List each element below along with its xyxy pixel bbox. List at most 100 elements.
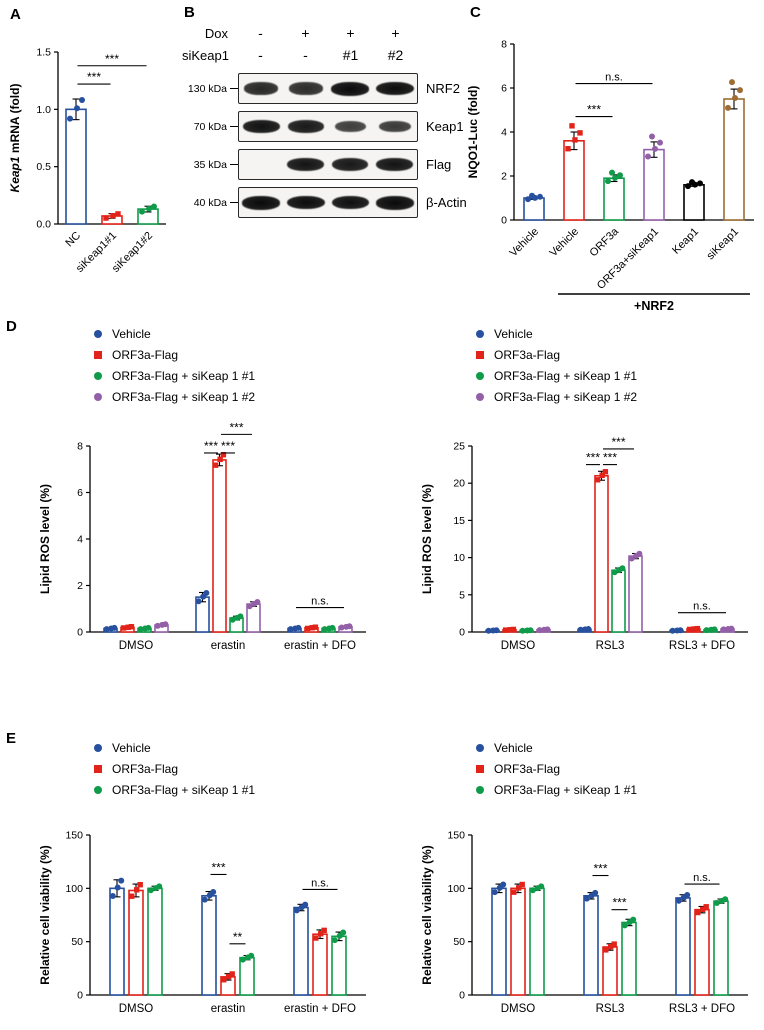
- data-point: [151, 203, 157, 210]
- data-point: [507, 627, 513, 633]
- bar: [713, 900, 729, 996]
- x-category-label: RSL3 + DFO: [669, 1003, 735, 1015]
- bar-group: [563, 123, 585, 221]
- data-point: [229, 971, 235, 977]
- blot-lane-value: -: [258, 25, 263, 41]
- data-point: [139, 208, 145, 215]
- legend-item: ORF3a-Flag: [476, 761, 754, 776]
- bar-group: [621, 916, 637, 996]
- bar: [147, 887, 163, 996]
- data-point: [538, 883, 545, 890]
- data-point: [110, 213, 116, 219]
- data-point: [565, 146, 571, 152]
- data-point: [536, 627, 543, 634]
- data-point: [212, 462, 219, 468]
- data-point: [156, 883, 163, 890]
- blot-condition-label: Dox: [204, 25, 228, 41]
- legend-label: ORF3a-Flag + siKeap 1 #1: [112, 368, 256, 383]
- marker-tick-icon: [230, 87, 238, 90]
- data-point: [229, 616, 236, 623]
- protein-band: [286, 195, 325, 210]
- panel-d-letter: D: [6, 318, 17, 335]
- y-tick-label: 50: [453, 936, 465, 948]
- x-category-label: RSL3: [596, 640, 625, 652]
- legend-item: ORF3a-Flag + siKeap 1 #1: [94, 782, 372, 797]
- blot-lane: [284, 157, 329, 172]
- y-tick-label: 20: [453, 478, 465, 490]
- y-tick-label: 0: [459, 627, 465, 639]
- x-category-label: DMSO: [501, 1003, 536, 1015]
- data-point: [67, 115, 73, 122]
- data-point: [537, 193, 543, 200]
- bar: [594, 474, 609, 633]
- x-category-label: erastin: [211, 1003, 246, 1015]
- data-point: [346, 623, 353, 630]
- significance-label: ***: [611, 435, 625, 449]
- data-point: [318, 931, 324, 937]
- y-tick-label: 0: [501, 215, 507, 227]
- legend-item: Vehicle: [476, 326, 754, 341]
- circle-marker-icon: [94, 371, 102, 380]
- data-point: [527, 627, 534, 634]
- bar-group: [287, 624, 302, 633]
- data-point: [331, 937, 338, 944]
- data-point: [599, 472, 605, 479]
- circle-marker-icon: [476, 329, 484, 338]
- bar-group: [502, 626, 517, 633]
- bar: [602, 946, 618, 996]
- legend-item: ORF3a-Flag: [476, 347, 754, 362]
- data-point: [295, 624, 302, 631]
- x-category-label: ORF3a: [588, 225, 622, 259]
- bar-group: [536, 626, 551, 634]
- bar-group: [723, 79, 745, 221]
- data-point: [109, 893, 116, 900]
- y-tick-label: 0: [77, 990, 83, 1002]
- y-tick-label: 150: [447, 830, 465, 842]
- data-point: [525, 196, 531, 203]
- bar-group: [577, 625, 592, 633]
- data-point: [485, 627, 492, 634]
- legend-label: ORF3a-Flag: [112, 347, 179, 362]
- bar-group: [293, 901, 309, 996]
- bar-group: [239, 952, 255, 996]
- legend-item: ORF3a-Flag + siKeap 1 #1: [476, 368, 754, 383]
- legend-e-right: Vehicle ORF3a-Flag ORF3a-Flag + siKeap 1 #…: [476, 740, 754, 797]
- bar-group: [154, 621, 169, 633]
- legend-d-left: Vehicle ORF3a-Flag ORF3a-Flag + siKeap 1 #…: [94, 326, 372, 404]
- legend-label: ORF3a-Flag: [494, 347, 561, 362]
- significance-label: ***: [229, 420, 243, 434]
- bar-group: [510, 881, 526, 996]
- legend-item: ORF3a-Flag + siKeap 1 #1: [476, 782, 754, 797]
- legend-item: ORF3a-Flag + siKeap 1 #2: [476, 389, 754, 404]
- data-point: [669, 627, 676, 634]
- data-point: [309, 625, 315, 631]
- protein-band: [378, 120, 411, 133]
- data-point: [111, 624, 118, 631]
- blot-header-row: Dox - + + +: [182, 22, 502, 44]
- panel-a-chart: 0.0 0.5 1.0 1.5 Keap1 mRNA (fold) NC siKeap1#1…: [6, 20, 176, 307]
- data-point: [694, 625, 701, 632]
- panel-c-letter: C: [470, 4, 481, 21]
- data-point: [732, 95, 738, 102]
- data-point: [592, 889, 599, 896]
- data-point: [162, 621, 169, 628]
- bar-group: [720, 625, 735, 633]
- data-point: [722, 896, 729, 903]
- significance-label: ***: [105, 52, 119, 66]
- legend-item: Vehicle: [94, 740, 372, 755]
- blot-strip: [238, 73, 418, 104]
- legend-item: Vehicle: [476, 740, 754, 755]
- y-axis-title: Keap1 mRNA (fold): [8, 84, 22, 193]
- data-point: [703, 904, 709, 910]
- data-point: [686, 626, 693, 633]
- data-point: [516, 885, 522, 891]
- data-point: [210, 888, 217, 895]
- y-axis-title: Lipid ROS level (%): [38, 484, 52, 594]
- data-point: [493, 627, 500, 634]
- bar-group: [220, 971, 236, 996]
- marker-tick-icon: [230, 201, 238, 204]
- blot-lane: [328, 157, 373, 172]
- bar-group: [675, 892, 691, 996]
- legend-label: Vehicle: [112, 326, 151, 341]
